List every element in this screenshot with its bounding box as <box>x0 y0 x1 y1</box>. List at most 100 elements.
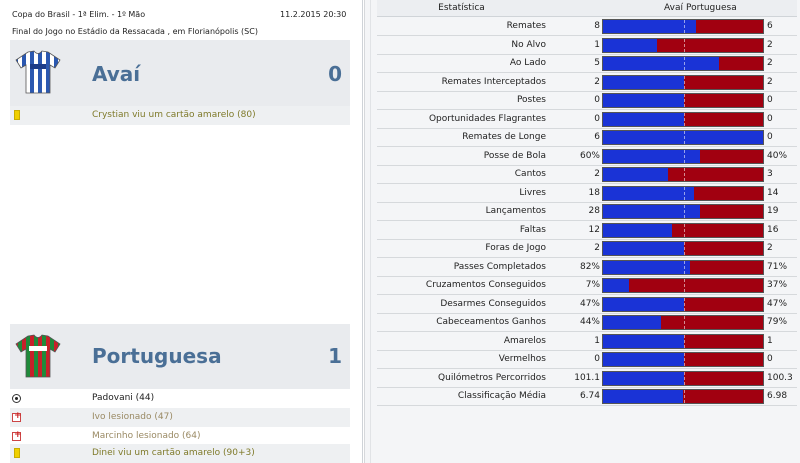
stat-bar-midline <box>684 57 685 70</box>
stat-bar-midline <box>684 242 685 255</box>
stat-bar <box>602 333 764 349</box>
injury-icon <box>12 430 22 441</box>
stat-away-value: 0 <box>767 132 773 142</box>
away-event-row: Marcinho lesionado (64) <box>10 427 350 446</box>
stat-label: Vermelhos <box>498 354 546 364</box>
stat-home-value: 6 <box>594 132 600 142</box>
stat-bar <box>602 130 764 145</box>
stat-bar-home-fill <box>603 20 696 33</box>
stat-label: Passes Completados <box>453 261 546 272</box>
stat-away-value: 79% <box>767 317 788 327</box>
stat-bar <box>602 93 764 108</box>
away-event-text: Dinei viu um cartão amarelo (90+3) <box>92 448 255 458</box>
stat-home-value: 0 <box>594 354 600 364</box>
stat-away-value: 37% <box>767 280 788 290</box>
stat-bar-midline <box>684 223 685 237</box>
stat-bar <box>602 389 764 404</box>
stat-bar-home-fill <box>603 75 684 89</box>
match-summary-panel: Copa do Brasil - 1ª Elim. - 1º Mão 11.2.… <box>0 0 363 463</box>
stat-label: Desarmes Conseguidos <box>440 298 546 309</box>
stat-bar <box>602 19 764 34</box>
stat-bar-home-fill <box>603 242 684 255</box>
stat-away-value: 16 <box>767 224 779 235</box>
stat-away-value: 2 <box>767 243 773 253</box>
stat-bar-midline <box>684 371 685 385</box>
stat-bar-home-fill <box>603 57 719 70</box>
stat-home-value: 47% <box>579 298 600 309</box>
panel-divider <box>370 0 371 463</box>
stat-row: Remates 8 6 <box>377 18 797 36</box>
stat-away-value: 40% <box>767 150 788 161</box>
stat-bar-midline <box>684 20 685 33</box>
stat-bar-midline <box>684 38 685 52</box>
stat-row: Oportunidades Flagrantes 0 0 <box>377 111 797 129</box>
stats-panel: Estatística Avaí Portuguesa Remates 8 6 No … <box>364 0 800 463</box>
stat-row: Remates Interceptados 2 2 <box>377 74 797 92</box>
stat-bar <box>602 56 764 71</box>
stats-header-home: Avaí <box>664 3 683 13</box>
stat-away-value: 2 <box>767 39 773 50</box>
yellow-card-icon <box>14 110 20 120</box>
away-event-row: Padovani (44) <box>10 389 350 408</box>
stat-bar-midline <box>684 260 685 274</box>
stat-label: Cruzamentos Conseguidos <box>425 280 546 290</box>
stat-label: Posse de Bola <box>483 150 546 161</box>
stat-label: Lançamentos <box>485 206 546 216</box>
away-team-name[interactable]: Portuguesa <box>92 344 222 368</box>
away-event-text: Marcinho lesionado (64) <box>92 431 201 441</box>
stat-label: Quilómetros Percorridos <box>438 372 546 383</box>
stat-home-value: 28 <box>588 206 600 216</box>
stat-home-value: 82% <box>579 261 600 272</box>
stat-bar-midline <box>684 186 685 200</box>
away-event-text: Padovani (44) <box>92 393 155 403</box>
stat-bar <box>602 278 764 293</box>
stat-bar-midline <box>684 94 685 107</box>
stat-row: Foras de Jogo 2 2 <box>377 240 797 258</box>
stat-row: Passes Completados 82% 71% <box>377 259 797 277</box>
stat-bar-home-fill <box>603 112 684 126</box>
venue-label: Final do Jogo no Estádio da Ressacada , … <box>12 27 258 36</box>
stat-bar-midline <box>684 168 685 181</box>
home-event-row: Crystian viu um cartão amarelo (80) <box>10 106 350 125</box>
stat-bar <box>602 315 764 330</box>
stat-home-value: 1 <box>594 335 600 346</box>
stat-home-value: 6.74 <box>579 391 600 401</box>
stat-row: Remates de Longe 6 0 <box>377 129 797 147</box>
stat-bar-midline <box>684 390 685 403</box>
stat-label: Remates de Longe <box>462 132 546 142</box>
stat-row: Desarmes Conseguidos 47% 47% <box>377 296 797 314</box>
stat-home-value: 2 <box>594 243 600 253</box>
stat-bar <box>602 259 764 275</box>
stat-label: Faltas <box>519 224 546 235</box>
stat-bar <box>602 204 764 219</box>
stat-label: Cabeceamentos Ganhos <box>436 317 546 327</box>
home-team-name[interactable]: Avaí <box>92 62 141 86</box>
stat-label: Foras de Jogo <box>485 243 546 253</box>
home-team-header: Avaí 0 <box>10 40 350 106</box>
stat-home-value: 18 <box>588 187 600 198</box>
home-shirt-icon <box>15 50 61 94</box>
stat-away-value: 0 <box>767 95 773 105</box>
stat-label: Remates <box>506 21 546 31</box>
stat-away-value: 71% <box>767 261 788 272</box>
stat-bar-midline <box>684 279 685 292</box>
stat-away-value: 0 <box>767 354 773 364</box>
stat-home-value: 8 <box>594 21 600 31</box>
stat-away-value: 2 <box>767 58 773 68</box>
stat-row: Quilómetros Percorridos 101.1 100.3 <box>377 370 797 388</box>
away-team-header: Portuguesa 1 <box>10 324 350 389</box>
stat-bar-midline <box>684 149 685 163</box>
home-score: 0 <box>328 62 342 86</box>
yellow-card-icon <box>14 448 20 458</box>
stat-row: Lançamentos 28 19 <box>377 203 797 221</box>
ball-icon <box>12 394 21 403</box>
stat-label: Ao Lado <box>509 58 546 68</box>
away-score: 1 <box>328 344 342 368</box>
stat-bar <box>602 74 764 90</box>
stat-away-value: 100.3 <box>767 372 793 383</box>
stat-bar-home-fill <box>603 38 657 52</box>
stat-row: Amarelos 1 1 <box>377 333 797 351</box>
stat-bar-home-fill <box>603 94 684 107</box>
stat-bar-home-fill <box>603 279 629 292</box>
stat-bar <box>602 37 764 53</box>
